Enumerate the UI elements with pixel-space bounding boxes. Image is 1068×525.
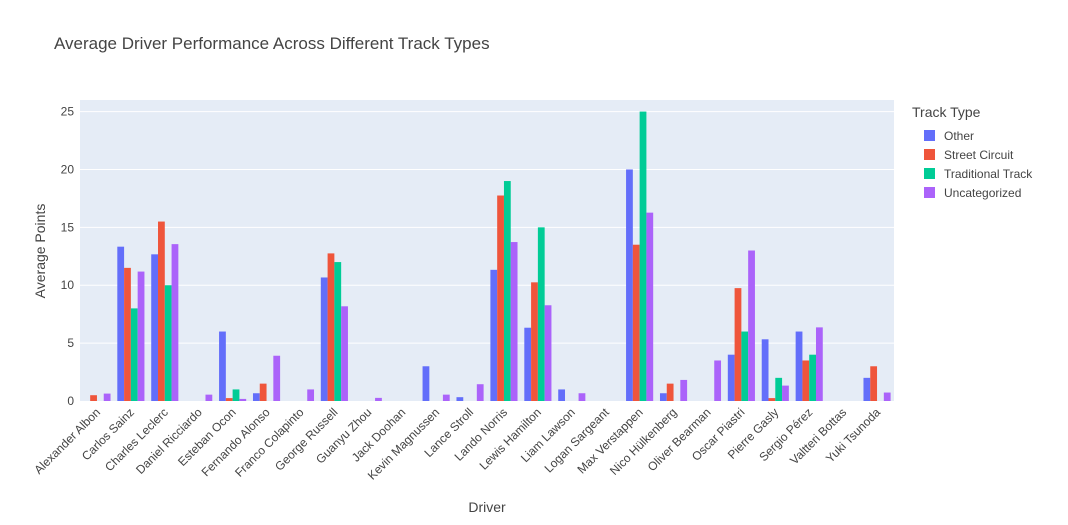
bar[interactable]	[809, 354, 816, 401]
legend-swatch	[924, 187, 935, 198]
bar[interactable]	[531, 282, 538, 401]
gridlines	[80, 111, 894, 344]
x-axis-title: Driver	[468, 499, 506, 515]
bar[interactable]	[761, 339, 769, 401]
bar[interactable]	[259, 383, 267, 401]
bar[interactable]	[815, 327, 823, 401]
bar[interactable]	[558, 389, 566, 401]
legend-label: Street Circuit	[944, 147, 1014, 162]
bar[interactable]	[456, 397, 464, 401]
legend-swatch	[924, 149, 935, 160]
bar[interactable]	[775, 377, 783, 401]
bar[interactable]	[334, 262, 342, 401]
bar[interactable]	[714, 360, 722, 401]
bar[interactable]	[537, 227, 545, 401]
bar[interactable]	[151, 254, 159, 401]
bar[interactable]	[490, 269, 498, 401]
bar[interactable]	[117, 246, 125, 401]
bar[interactable]	[782, 385, 789, 401]
bar[interactable]	[863, 377, 871, 401]
plot-background	[80, 100, 894, 401]
bar[interactable]	[639, 111, 647, 402]
bar[interactable]	[666, 383, 674, 401]
bar[interactable]	[307, 389, 315, 401]
y-tick-label: 25	[61, 105, 75, 119]
bar[interactable]	[137, 271, 145, 401]
bar[interactable]	[727, 354, 735, 401]
legend-item[interactable]: Traditional Track	[912, 164, 1032, 183]
bar[interactable]	[273, 355, 281, 401]
bar[interactable]	[171, 244, 179, 401]
bar[interactable]	[741, 331, 749, 401]
y-tick-label: 15	[61, 220, 75, 234]
bar[interactable]	[320, 277, 328, 401]
legend-label: Uncategorized	[944, 185, 1022, 200]
bar[interactable]	[103, 393, 111, 401]
y-tick-label: 10	[61, 278, 75, 292]
legend-label: Traditional Track	[944, 166, 1033, 181]
bar[interactable]	[802, 360, 810, 401]
bar[interactable]	[130, 308, 138, 401]
y-tick-label: 0	[67, 394, 74, 408]
bar[interactable]	[219, 331, 226, 401]
bar[interactable]	[327, 253, 335, 401]
bar[interactable]	[232, 389, 240, 401]
legend-swatch	[924, 130, 935, 141]
bar[interactable]	[124, 267, 131, 401]
bar[interactable]	[164, 285, 172, 401]
legend: Track Type Other Street Circuit Traditiona…	[912, 104, 1032, 202]
bar[interactable]	[442, 394, 450, 401]
legend-items: Other Street Circuit Traditional Track Unca…	[912, 126, 1032, 202]
bar[interactable]	[578, 393, 586, 401]
bar[interactable]	[90, 395, 97, 401]
bar[interactable]	[158, 221, 165, 401]
legend-item[interactable]: Uncategorized	[912, 183, 1032, 202]
bar[interactable]	[375, 397, 382, 401]
bar[interactable]	[503, 181, 511, 401]
legend-title: Track Type	[912, 104, 981, 120]
bar[interactable]	[476, 384, 484, 401]
bar[interactable]	[497, 195, 504, 401]
bar[interactable]	[510, 242, 518, 401]
bar[interactable]	[659, 393, 667, 401]
y-tick-label: 20	[61, 162, 75, 176]
bar[interactable]	[870, 366, 878, 401]
bar[interactable]	[646, 212, 654, 401]
legend-item[interactable]: Street Circuit	[912, 145, 1032, 164]
y-tick-label: 5	[67, 336, 74, 350]
bars[interactable]	[90, 111, 891, 402]
chart-title: Average Driver Performance Across Differ…	[54, 34, 490, 53]
bar[interactable]	[748, 250, 755, 402]
bar[interactable]	[883, 392, 891, 401]
y-axis-title: Average Points	[32, 204, 48, 299]
bar[interactable]	[524, 327, 532, 401]
bar[interactable]	[205, 394, 213, 401]
bar[interactable]	[680, 379, 688, 401]
bar[interactable]	[422, 366, 430, 401]
bar[interactable]	[225, 398, 233, 401]
legend-label: Other	[944, 128, 975, 143]
bar[interactable]	[239, 398, 247, 401]
bar[interactable]	[768, 398, 776, 401]
bar[interactable]	[626, 169, 633, 401]
bar[interactable]	[632, 244, 640, 401]
bar[interactable]	[341, 306, 348, 401]
legend-swatch	[924, 168, 935, 179]
bar[interactable]	[734, 288, 742, 401]
legend-item[interactable]: Other	[912, 126, 1032, 145]
bar[interactable]	[252, 393, 260, 401]
bar[interactable]	[544, 305, 552, 401]
y-tick-labels: 0 5 10 15 20 25	[61, 105, 75, 408]
bar[interactable]	[795, 331, 803, 401]
